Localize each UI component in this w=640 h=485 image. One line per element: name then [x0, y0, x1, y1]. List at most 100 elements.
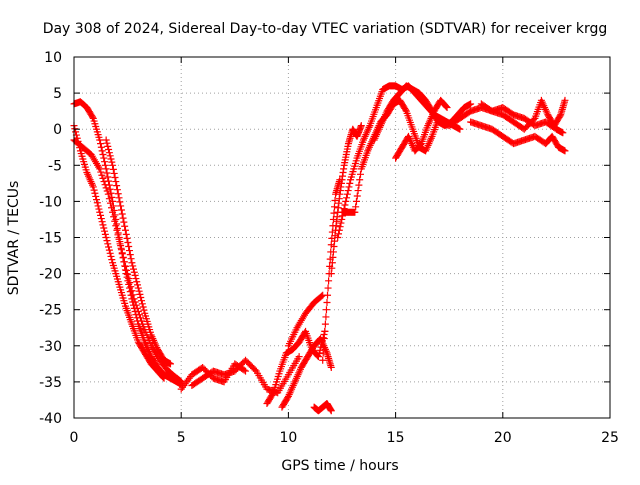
- data-point: [108, 256, 116, 264]
- data-point: [113, 226, 121, 234]
- data-point: [138, 300, 146, 308]
- data-point: [99, 174, 107, 182]
- data-point: [559, 129, 567, 137]
- data-point: [342, 197, 350, 205]
- data-point: [90, 186, 98, 194]
- series-track-j: [310, 400, 335, 415]
- data-point: [166, 360, 174, 368]
- data-point: [114, 231, 122, 239]
- data-layer: [70, 82, 569, 415]
- data-point: [319, 356, 327, 364]
- data-point: [314, 353, 322, 361]
- data-point: [98, 147, 106, 155]
- data-point: [105, 149, 113, 157]
- data-point: [100, 224, 108, 232]
- data-point: [97, 168, 105, 176]
- data-point: [118, 249, 126, 257]
- data-point: [99, 150, 107, 158]
- data-point: [111, 173, 119, 181]
- data-point: [352, 203, 360, 211]
- data-point: [97, 211, 105, 219]
- data-point: [101, 158, 109, 166]
- data-point: [355, 181, 363, 189]
- data-point: [101, 161, 109, 169]
- data-point: [95, 205, 103, 213]
- data-point: [109, 208, 117, 216]
- y-tick-label: -40: [39, 411, 62, 427]
- data-point: [530, 116, 538, 124]
- data-point: [133, 304, 141, 312]
- data-point: [240, 366, 248, 374]
- data-point: [126, 251, 134, 259]
- data-point: [321, 320, 329, 328]
- y-tick-label: -25: [39, 303, 62, 319]
- x-tick-label: 5: [177, 430, 186, 446]
- data-point: [354, 187, 362, 195]
- data-point: [343, 190, 351, 198]
- data-point: [119, 253, 127, 261]
- data-point: [127, 255, 135, 263]
- data-point: [322, 306, 330, 314]
- data-point: [442, 103, 450, 111]
- data-point: [99, 221, 107, 229]
- data-point: [112, 222, 120, 230]
- data-point: [105, 243, 113, 251]
- data-point: [467, 100, 475, 108]
- data-point: [102, 184, 110, 192]
- data-point: [115, 235, 123, 243]
- data-point: [136, 314, 144, 322]
- data-point: [352, 197, 360, 205]
- data-point: [320, 335, 328, 343]
- data-point: [125, 247, 133, 255]
- data-point: [125, 275, 133, 283]
- data-point: [100, 154, 108, 162]
- data-point: [140, 306, 148, 314]
- data-point: [93, 199, 101, 207]
- data-point: [124, 238, 132, 246]
- data-point: [112, 178, 120, 186]
- data-point: [101, 227, 109, 235]
- y-axis-label: SDTVAR / TECUs: [6, 181, 22, 296]
- data-point: [284, 394, 292, 402]
- data-point: [251, 366, 259, 374]
- data-point: [338, 215, 346, 223]
- data-point: [97, 215, 105, 223]
- data-point: [330, 209, 338, 217]
- y-tick-label: -10: [39, 194, 62, 210]
- tick-layer: 0 5 10 15 20 25 -40 -35 -30 -25 -20 -15 -10 -5 0 5 10: [39, 50, 619, 446]
- data-point: [335, 230, 343, 238]
- data-point: [102, 165, 110, 173]
- x-tick-label: 10: [279, 430, 297, 446]
- data-point: [325, 277, 333, 285]
- data-point: [105, 195, 113, 203]
- data-point: [98, 218, 106, 226]
- data-point: [323, 298, 331, 306]
- data-point: [122, 230, 130, 238]
- data-point: [138, 297, 146, 305]
- series-track-g: [263, 327, 329, 408]
- data-point: [337, 219, 345, 227]
- data-point: [124, 271, 132, 279]
- data-point: [321, 327, 329, 335]
- data-point: [134, 284, 142, 292]
- data-point: [102, 234, 110, 241]
- data-point: [356, 176, 364, 184]
- data-point: [121, 222, 129, 230]
- data-point: [117, 202, 125, 210]
- data-point: [103, 139, 111, 147]
- data-point: [561, 147, 569, 155]
- data-point: [97, 143, 105, 151]
- data-point: [94, 202, 102, 210]
- data-point: [100, 178, 108, 186]
- data-point: [121, 262, 129, 270]
- data-point: [345, 183, 353, 191]
- data-point: [91, 189, 99, 197]
- data-point: [107, 155, 115, 163]
- data-point: [335, 226, 343, 234]
- data-point: [129, 291, 137, 299]
- data-point: [117, 244, 125, 252]
- data-point: [456, 125, 464, 133]
- data-point: [130, 295, 138, 303]
- data-point: [125, 243, 133, 251]
- data-point: [127, 283, 135, 291]
